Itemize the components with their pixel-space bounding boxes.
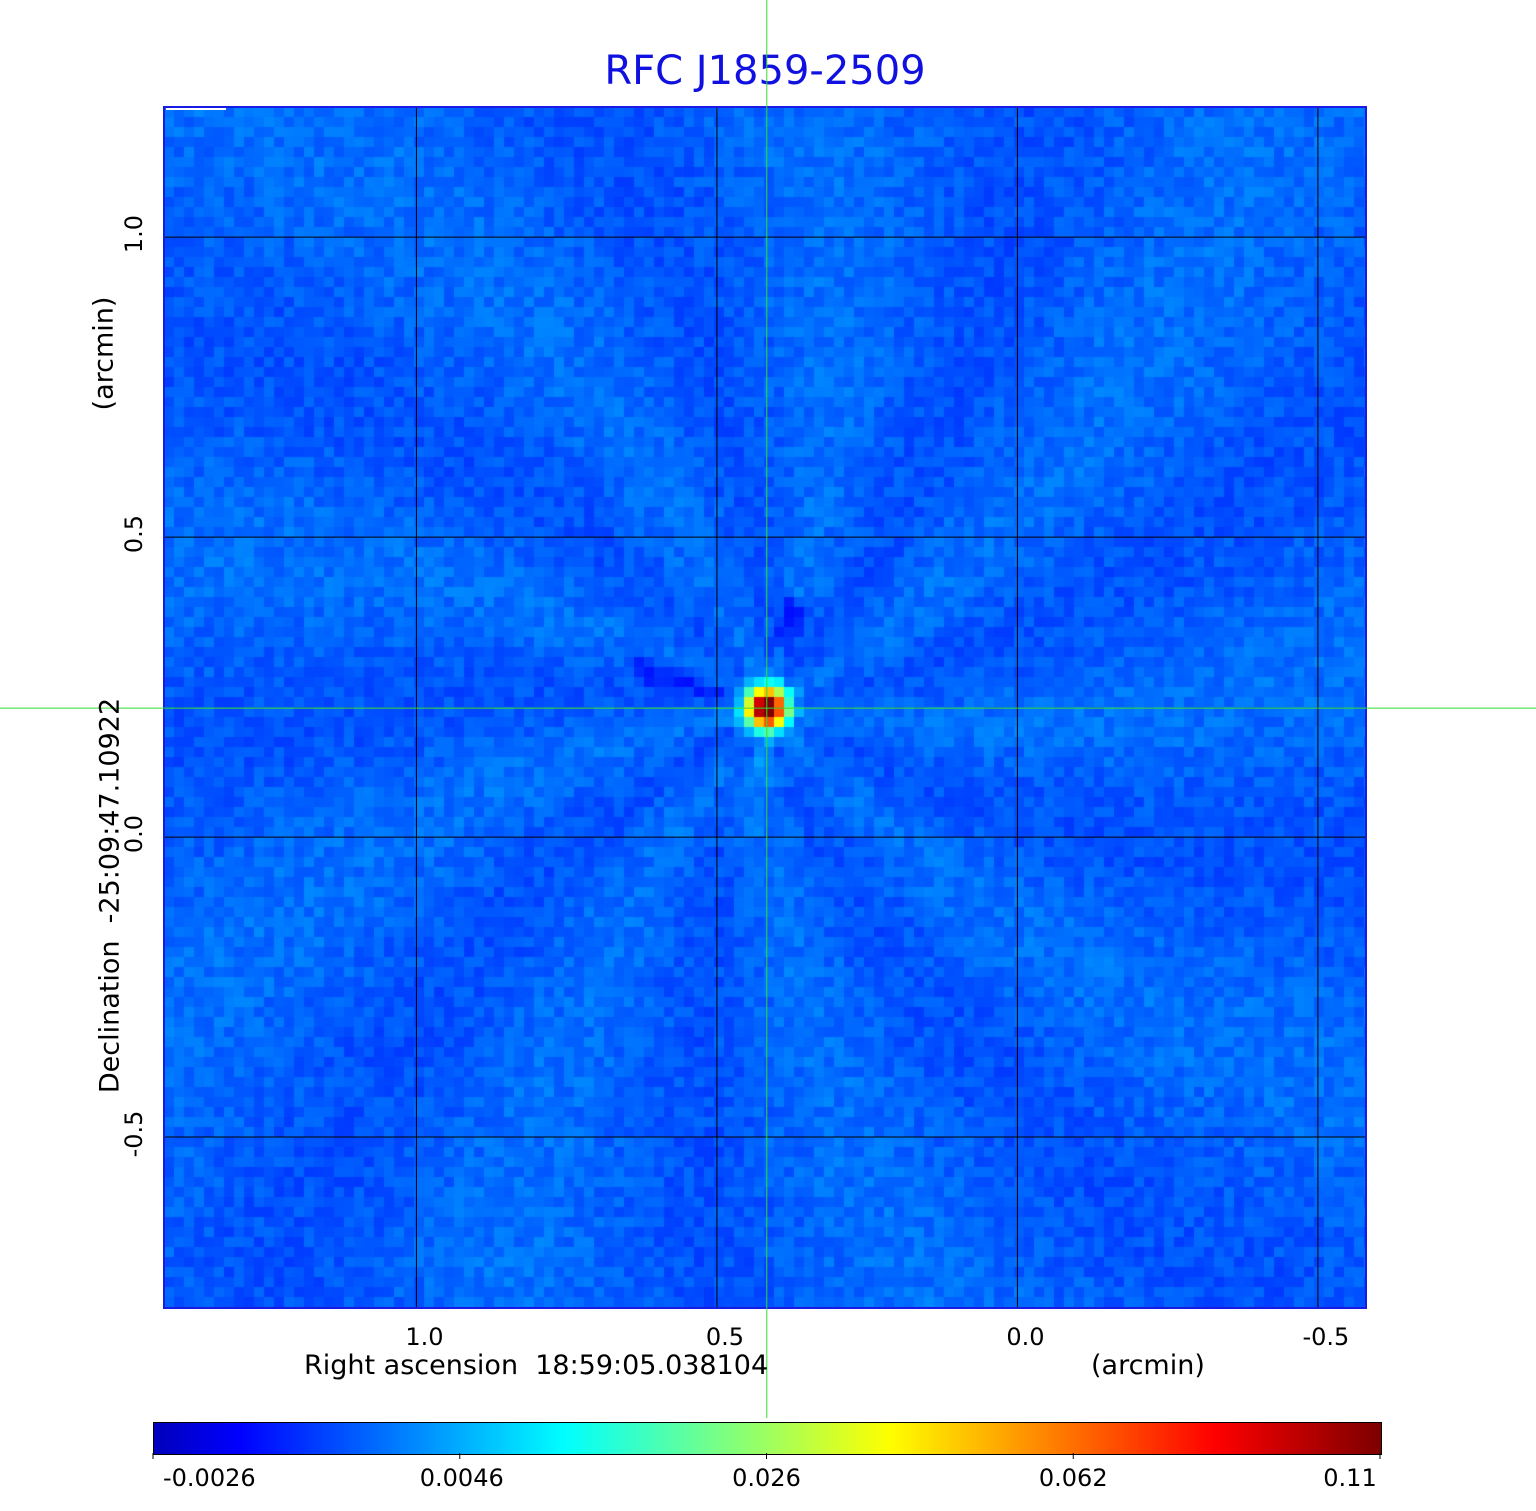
colorbar <box>153 1422 1382 1455</box>
plot-frame <box>163 106 1367 1309</box>
x-tick-label: -0.5 <box>1302 1323 1350 1351</box>
x-axis-label: Right ascension 18:59:05.038104 <box>304 1350 769 1381</box>
x-tick-label: 1.0 <box>405 1323 444 1351</box>
x-tick-label: 0.5 <box>705 1323 744 1351</box>
colorbar-tick-label: 0.11 <box>1323 1464 1377 1492</box>
y-tick-label: 0.0 <box>120 815 148 854</box>
colorbar-tick-label: 0.062 <box>1038 1464 1108 1492</box>
y-tick-label: -0.5 <box>120 1110 148 1158</box>
colorbar-tick-label: 0.0046 <box>419 1464 504 1492</box>
y-axis-label: Declination -25:09:47.10922 <box>94 697 126 1094</box>
colorbar-tick-label: 0.026 <box>732 1464 801 1492</box>
y-tick-label: 0.5 <box>120 515 148 554</box>
x-axis-unit: (arcmin) <box>1091 1350 1205 1381</box>
y-tick-label: 1.0 <box>120 215 148 254</box>
chart-title: RFC J1859-2509 <box>604 48 926 94</box>
colorbar-tick-label: -0.0026 <box>163 1464 256 1492</box>
x-tick-label: 0.0 <box>1006 1323 1045 1351</box>
y-axis-unit: (arcmin) <box>88 296 120 411</box>
image-pixels <box>164 107 1366 1308</box>
